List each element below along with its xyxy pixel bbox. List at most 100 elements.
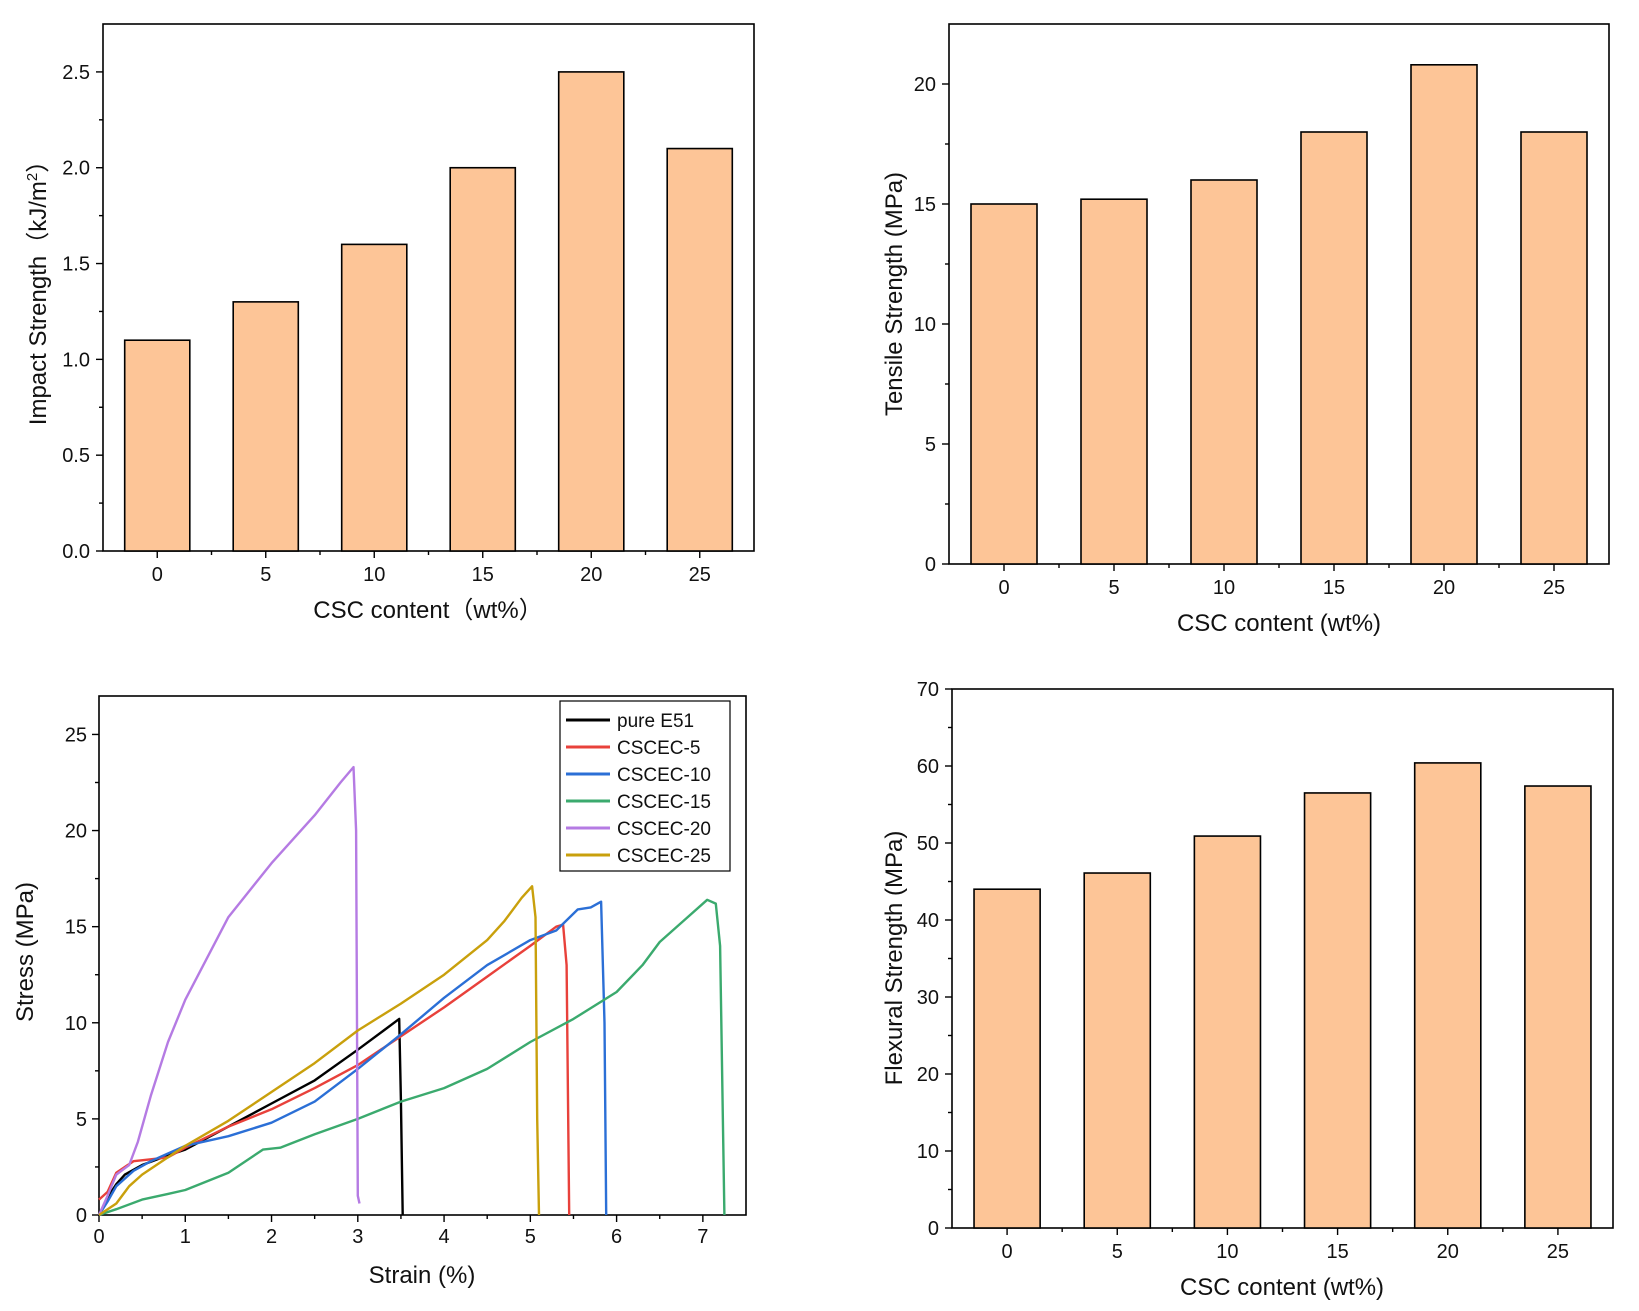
flexural-ytick-label: 40 [917,910,939,932]
tensile-ytick-label: 5 [925,434,936,456]
legend-label-cscec-15: CSCEC-15 [617,792,711,813]
stress-xtick-label: 3 [352,1226,363,1248]
series-line-cscec-25 [98,885,541,1216]
tensile-xtick-label: 10 [1213,577,1235,599]
series-line-cscec-5 [98,923,571,1216]
flexural-xtick-label: 20 [1437,1241,1459,1263]
legend-box [559,700,731,872]
impact-ytick-label: 2.0 [62,158,90,180]
stress-xtick-label: 4 [439,1226,450,1248]
tensile-plot-frame [948,23,1610,565]
impact-x-axis-title: CSC content（wt%） [313,597,542,624]
flexural-ytick-label: 20 [917,1064,939,1086]
series-line-cscec-10 [97,900,608,1216]
impact-ytick-label: 1.0 [62,349,90,371]
flexural-bar-10 [1193,835,1262,1229]
impact-xtick-label: 10 [363,564,385,586]
stress-ytick-label: 10 [65,1013,87,1035]
impact-ytick-label: 0.5 [62,445,90,467]
series-line-cscec-20 [97,765,361,1216]
tensile-strength-chart: 0 5 10 15 20 0 5 10 15 20 25 CSC content (wt%) Te… [881,23,1610,637]
flexural-bar-5 [1083,872,1152,1229]
stress-xtick-label: 7 [697,1226,708,1248]
stress-ytick-label: 25 [65,724,87,746]
impact-xtick-label: 20 [580,564,602,586]
flexural-ytick-label: 60 [917,756,939,778]
flexural-ytick-label: 30 [917,987,939,1009]
impact-xtick-label: 0 [152,564,163,586]
flexural-xtick-label: 25 [1547,1241,1569,1263]
flexural-ytick-label: 70 [917,679,939,701]
tensile-xtick-label: 15 [1323,577,1345,599]
stress-plot-frame [98,695,747,1216]
stress-ytick-label: 5 [76,1109,87,1131]
stress-strain-chart: 0 5 10 15 20 25 0 1 2 3 4 5 6 7 pure E51 CSCEC-5 CSCEC… [12,695,747,1289]
flexural-xtick-label: 0 [1002,1241,1013,1263]
tensile-ytick-label: 15 [914,194,936,216]
legend-label-pure-e51: pure E51 [617,711,694,732]
impact-xtick-label: 5 [260,564,271,586]
impact-plot-frame [102,23,755,552]
flexural-plot-frame [951,688,1614,1229]
flexural-xtick-label: 5 [1112,1241,1123,1263]
flexural-ytick-label: 0 [928,1218,939,1240]
tensile-x-axis-title: CSC content (wt%) [1177,610,1381,637]
legend-label-cscec-10: CSCEC-10 [617,765,711,786]
impact-bar-15 [449,166,517,552]
flexural-ytick-label: 50 [917,833,939,855]
tensile-xtick-label: 0 [998,577,1009,599]
stress-y-axis-title: Stress (MPa) [12,882,39,1022]
flexural-xtick-label: 10 [1216,1241,1238,1263]
flexural-xtick-label: 15 [1326,1241,1348,1263]
stress-legend: pure E51 CSCEC-5 CSCEC-10 CSCEC-15 CSCEC-20 C… [559,700,731,872]
tensile-bar-15 [1300,131,1368,565]
impact-bar-5 [232,301,300,552]
impact-ytick-label: 2.5 [62,62,90,84]
legend-label-cscec-25: CSCEC-25 [617,846,711,867]
impact-strength-chart: 0.0 0.5 1.0 1.5 2.0 2.5 0 5 10 15 20 25 CSC conten… [24,23,755,624]
stress-ytick-label: 15 [65,917,87,939]
tensile-bar-25 [1520,131,1588,565]
flexural-ytick-label: 10 [917,1141,939,1163]
tensile-ytick-label: 10 [914,314,936,336]
tensile-xtick-label: 5 [1108,577,1119,599]
flexural-strength-chart: 0 10 20 30 40 50 60 70 0 5 10 15 20 25 CSC content (… [881,679,1614,1301]
tensile-xtick-label: 25 [1543,577,1565,599]
impact-xtick-label: 25 [689,564,711,586]
impact-y-axis-title-end: ） [25,149,52,173]
flexural-bar-20 [1413,762,1482,1229]
stress-xtick-label: 5 [525,1226,536,1248]
tensile-bar-10 [1190,179,1258,565]
stress-xtick-label: 2 [266,1226,277,1248]
impact-y-axis-title: Impact Strength（kJ/m2） [24,149,52,425]
impact-bar-0 [123,339,191,552]
impact-xtick-label: 15 [472,564,494,586]
flexural-bar-0 [973,888,1041,1229]
stress-x-axis-title: Strain (%) [369,1262,476,1289]
tensile-bar-20 [1410,64,1478,565]
impact-ytick-label: 1.5 [62,254,90,276]
stress-ytick-label: 0 [76,1205,87,1227]
flexural-bar-15 [1303,792,1372,1229]
flexural-y-axis-title: Flexural Strength (MPa) [881,831,908,1086]
impact-ytick-label: 0.0 [62,541,90,563]
impact-y-axis-title-sup: 2 [24,173,41,181]
impact-bar-20 [557,71,625,552]
tensile-xtick-label: 20 [1433,577,1455,599]
tensile-ytick-label: 0 [925,554,936,576]
impact-y-axis-title-main: Impact Strength（kJ/m [25,181,52,425]
tensile-ytick-label: 20 [914,74,936,96]
stress-xtick-label: 6 [611,1226,622,1248]
impact-bar-25 [666,147,734,552]
tensile-y-axis-title: Tensile Strength (MPa) [881,172,908,416]
legend-label-cscec-5: CSCEC-5 [617,738,700,759]
flexural-x-axis-title: CSC content (wt%) [1180,1274,1384,1301]
tensile-bar-5 [1080,198,1148,565]
stress-xtick-label: 0 [93,1226,104,1248]
flexural-bar-25 [1524,785,1592,1229]
stress-xtick-label: 1 [180,1226,191,1248]
impact-bar-10 [340,243,408,552]
tensile-bar-0 [970,203,1038,565]
legend-label-cscec-20: CSCEC-20 [617,819,711,840]
